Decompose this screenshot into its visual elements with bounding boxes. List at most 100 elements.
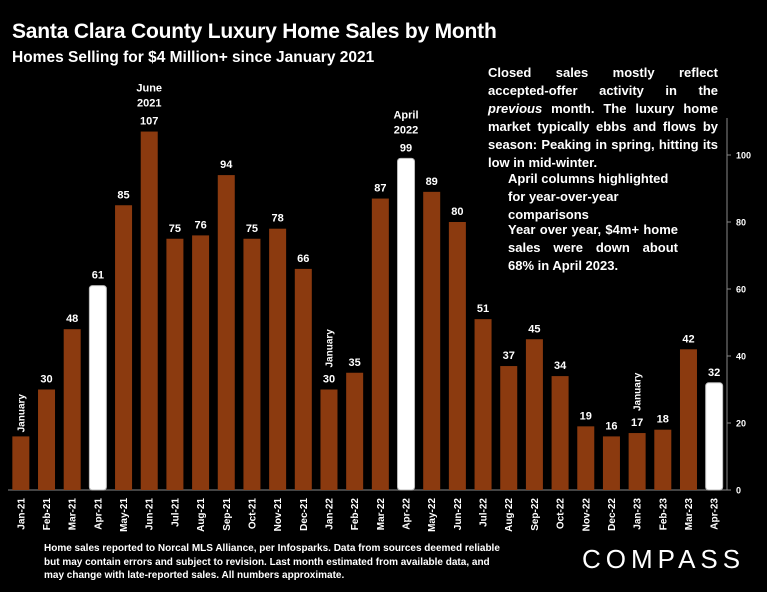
- bar: [192, 235, 210, 490]
- bar-highlight-outline: [705, 382, 724, 491]
- bar: [243, 238, 261, 490]
- data-label: 87: [374, 183, 386, 195]
- bar: [577, 426, 595, 490]
- data-label: 66: [297, 253, 309, 265]
- peak-annotation: June: [136, 83, 162, 95]
- data-label: 19: [580, 410, 592, 422]
- peak-annotation: April: [393, 109, 418, 121]
- chart-subtitle: Homes Selling for $4 Million+ since Janu…: [12, 49, 375, 66]
- x-tick-label: Jun-21: [145, 498, 156, 531]
- data-label: 107: [140, 116, 158, 128]
- x-tick-label: Mar-21: [68, 498, 79, 531]
- highlight-note: April columns highlighted for year-over-…: [508, 171, 669, 222]
- x-tick-label: May-22: [427, 498, 438, 532]
- bar: [602, 436, 620, 490]
- data-label: 80: [451, 206, 463, 218]
- bar: [294, 268, 312, 490]
- x-tick-label: Oct-22: [556, 498, 567, 530]
- data-label: 78: [272, 213, 284, 225]
- x-tick-label: Feb-22: [350, 498, 361, 531]
- x-tick-label: Dec-21: [299, 498, 310, 531]
- data-label: 51: [477, 303, 489, 315]
- bar: [320, 389, 338, 490]
- bar: [115, 205, 133, 490]
- x-tick-label: Jan-23: [633, 498, 644, 530]
- bar-highlight-outline: [397, 157, 416, 491]
- bar: [525, 339, 543, 490]
- data-label: 45: [528, 323, 540, 335]
- peak-annotation: 2021: [137, 98, 161, 110]
- bar: [371, 198, 389, 491]
- bar-highlighted: [705, 382, 723, 490]
- y-tick-label: 0: [736, 486, 741, 496]
- source-footnote: Home sales reported to Norcal MLS Allian…: [44, 543, 500, 581]
- x-tick-label: Oct-21: [247, 498, 258, 530]
- january-annotation: January: [16, 394, 27, 433]
- x-tick-label: Mar-23: [684, 498, 695, 531]
- data-label: 30: [40, 374, 52, 386]
- bar: [423, 191, 441, 490]
- x-tick-label: Apr-23: [710, 498, 721, 530]
- data-label: 35: [349, 357, 361, 369]
- x-tick-label: Aug-21: [196, 498, 207, 532]
- january-annotation: January: [633, 372, 644, 411]
- x-tick-label: Feb-23: [658, 498, 669, 531]
- data-label: 34: [554, 360, 567, 372]
- x-tick-label: May-21: [119, 498, 130, 532]
- x-tick-label: Dec-22: [607, 498, 618, 531]
- bar: [551, 376, 569, 490]
- data-label: 76: [194, 219, 206, 231]
- data-label: 94: [220, 159, 233, 171]
- data-label: 37: [503, 350, 515, 362]
- bar: [140, 131, 158, 491]
- data-label: 89: [426, 176, 438, 188]
- bar: [474, 319, 492, 490]
- x-tick-label: Mar-22: [376, 498, 387, 531]
- y-tick-label: 40: [736, 352, 746, 362]
- data-label: 85: [117, 189, 129, 201]
- bar: [12, 436, 30, 490]
- bar: [448, 222, 466, 490]
- data-label: 99: [400, 142, 412, 154]
- yoy-note: Year over year, $4m+ home sales were dow…: [508, 222, 678, 273]
- data-label: 48: [66, 313, 78, 325]
- x-tick-label: Jul-22: [479, 498, 490, 527]
- data-label: 61: [92, 270, 104, 282]
- bar: [217, 175, 235, 490]
- bar: [166, 238, 184, 490]
- data-label: 75: [169, 223, 181, 235]
- bar: [38, 389, 56, 490]
- x-tick-label: Jan-22: [324, 498, 335, 530]
- x-tick-label: Jun-22: [453, 498, 464, 531]
- data-label: 17: [631, 417, 643, 429]
- bar: [269, 228, 287, 490]
- y-tick-label: 80: [736, 218, 746, 228]
- data-label: 42: [682, 333, 694, 345]
- x-tick-label: Sep-21: [222, 498, 233, 531]
- x-tick-label: Apr-21: [93, 498, 104, 530]
- y-tick-label: 60: [736, 285, 746, 295]
- bar: [654, 429, 672, 490]
- peak-annotation: 2022: [394, 124, 418, 136]
- x-tick-label: Jan-21: [16, 498, 27, 530]
- data-label: 16: [605, 420, 617, 432]
- data-label: 75: [246, 223, 258, 235]
- y-tick-label: 20: [736, 419, 746, 429]
- x-tick-label: Nov-21: [273, 498, 284, 532]
- bar: [628, 433, 646, 490]
- january-annotation: January: [324, 329, 335, 368]
- bar-highlight-outline: [88, 285, 107, 491]
- data-label: 18: [657, 414, 669, 426]
- bar-highlighted: [397, 158, 415, 490]
- chart-title: Santa Clara County Luxury Home Sales by …: [12, 20, 497, 43]
- x-tick-label: Jul-21: [170, 498, 181, 527]
- bar: [500, 366, 518, 490]
- x-tick-label: Nov-22: [581, 498, 592, 532]
- data-label: 30: [323, 374, 335, 386]
- compass-logo: COMPASS: [582, 544, 746, 574]
- x-tick-label: Apr-22: [402, 498, 413, 530]
- x-tick-label: Aug-22: [504, 498, 515, 532]
- bar: [63, 329, 81, 490]
